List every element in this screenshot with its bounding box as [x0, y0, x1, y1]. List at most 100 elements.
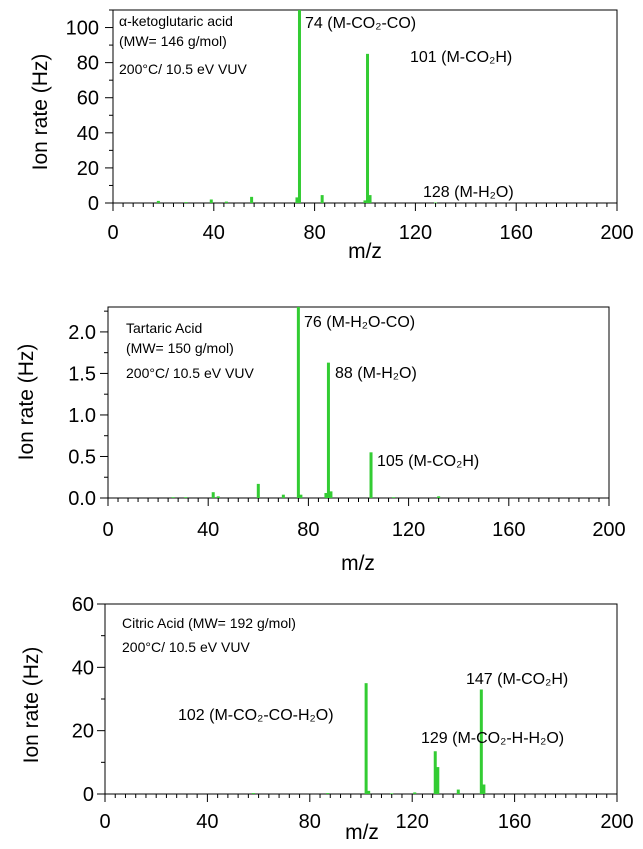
conditions: 200°C/ 10.5 eV VUV: [122, 639, 250, 655]
x-axis-title: m/z: [345, 821, 379, 844]
x-tick-label: 200: [600, 222, 633, 244]
bar-mz-105: [369, 452, 373, 498]
peak-annotation-102: 102 (M-CO₂-CO-H₂O): [178, 707, 334, 724]
y-axis-title: Ion rate (Hz): [15, 344, 38, 461]
bar-mz-76: [296, 307, 300, 498]
peak-annotation-88: 88 (M-H₂O): [335, 365, 417, 382]
x-tick-label: 40: [197, 519, 219, 541]
bar-mz-102: [368, 195, 372, 203]
bar-mz-44: [216, 496, 220, 498]
y-tick-label: 40: [77, 123, 99, 145]
bar-mz-26: [171, 497, 175, 498]
bar-mz-130: [436, 767, 440, 794]
bar-mz-148: [482, 784, 486, 794]
peak-annotation-147: 147 (M-CO₂H): [466, 671, 568, 688]
x-tick-label: 80: [303, 222, 325, 244]
y-tick-label: 40: [72, 657, 94, 679]
x-tick-label: 120: [392, 519, 425, 541]
x-tick-label: 200: [592, 519, 625, 541]
bar-mz-73: [295, 197, 299, 203]
y-tick-label: 0: [83, 784, 94, 806]
y-axis-title: Ion rate (Hz): [29, 54, 52, 171]
bar-series: [251, 683, 486, 795]
y-tick-label: 20: [72, 721, 94, 743]
peak-annotation-105: 105 (M-CO₂H): [377, 453, 479, 470]
y-tick-label: 20: [77, 158, 99, 180]
bar-mz-103: [367, 790, 371, 794]
bar-mz-101: [366, 53, 370, 203]
bar-mz-42: [211, 492, 215, 498]
bar-mz-74: [297, 10, 301, 203]
y-tick-label: 100: [66, 18, 99, 40]
bar-mz-112: [390, 793, 394, 795]
x-tick-label: 200: [600, 811, 633, 833]
y-tick-label: 0.5: [68, 446, 96, 468]
bar-mz-147: [479, 689, 483, 794]
bar-mz-87: [326, 793, 330, 794]
bar-mz-138: [456, 789, 460, 794]
bar-mz-70: [281, 494, 285, 498]
x-tick-label: 40: [203, 222, 225, 244]
peak-annotation-74: 74 (M-CO₂-CO): [305, 15, 416, 32]
bar-mz-88: [326, 362, 330, 498]
x-tick-label: 160: [500, 222, 533, 244]
bar-mz-83: [320, 195, 324, 203]
bar-mz-45: [224, 201, 228, 203]
bar-mz-18: [156, 200, 160, 203]
bar-mz-121: [413, 792, 417, 794]
x-tick-label: 0: [107, 222, 118, 244]
bar-mz-55: [250, 196, 254, 203]
axes: 0 40 80 120 160 200 0 20 40 60: [72, 594, 634, 833]
molecular-weight: (MW= 150 g/mol): [126, 340, 234, 356]
compound-info: Citric Acid (MW= 192 g/mol): [122, 615, 296, 631]
axes: 0 40 80 120 160 200 0 20 40 60 80 100: [66, 9, 634, 244]
peak-annotation-128: 128 (M-H₂O): [423, 184, 514, 201]
bar-mz-132: [437, 496, 441, 498]
peak-annotation-129: 129 (M-CO₂-H-H₂O): [421, 730, 564, 747]
bar-series: [171, 307, 441, 498]
y-tick-label: 60: [77, 88, 99, 110]
panel-tartaric: 0 40 80 120 160 200 0.0 0.5 1.0 1.5 2.0 Ion rate (…: [15, 306, 626, 575]
y-tick-label: 1.5: [68, 363, 96, 385]
bar-mz-128: [434, 202, 438, 204]
bar-mz-77: [299, 494, 303, 498]
y-tick-label: 0.0: [68, 488, 96, 510]
x-tick-label: 120: [396, 811, 429, 833]
x-tick-label: 160: [498, 811, 531, 833]
panel-alpha-ketoglutaric: 0 40 80 120 160 200 0 20 40 60 80 100 Ion rate (Hz)…: [29, 9, 634, 263]
conditions: 200°C/ 10.5 eV VUV: [126, 365, 254, 381]
compound-name: α-ketoglutaric acid: [119, 13, 233, 29]
x-axis-title: m/z: [341, 552, 375, 575]
x-tick-label: 0: [102, 519, 113, 541]
bar-mz-31: [184, 497, 188, 498]
y-tick-label: 80: [77, 53, 99, 75]
bar-mz-102: [364, 683, 368, 794]
x-tick-label: 80: [297, 519, 319, 541]
y-tick-label: 1.0: [68, 405, 96, 427]
x-axis-title: m/z: [348, 240, 382, 263]
bar-mz-60: [256, 483, 260, 498]
y-axis-title: Ion rate (Hz): [20, 647, 43, 764]
bar-series: [156, 10, 438, 204]
bar-mz-89: [329, 491, 333, 498]
y-tick-label: 2.0: [68, 322, 96, 344]
bar-mz-100: [363, 200, 367, 203]
bar-mz-58: [251, 793, 255, 794]
conditions: 200°C/ 10.5 eV VUV: [119, 61, 247, 77]
axes: 0 40 80 120 160 200 0.0 0.5 1.0 1.5 2.0: [68, 310, 626, 541]
peak-annotation-101: 101 (M-CO₂H): [410, 49, 512, 66]
x-tick-label: 80: [299, 811, 321, 833]
bar-mz-39: [209, 199, 213, 203]
x-tick-label: 0: [99, 811, 110, 833]
plot-frame: [104, 603, 618, 795]
bar-mz-87: [324, 493, 328, 498]
x-tick-label: 120: [399, 222, 432, 244]
x-tick-label: 40: [196, 811, 218, 833]
molecular-weight: (MW= 146 g/mol): [119, 33, 227, 49]
x-tick-label: 160: [492, 519, 525, 541]
bar-mz-29: [184, 202, 188, 203]
bar-mz-129: [433, 751, 437, 794]
y-tick-label: 0: [88, 193, 99, 215]
